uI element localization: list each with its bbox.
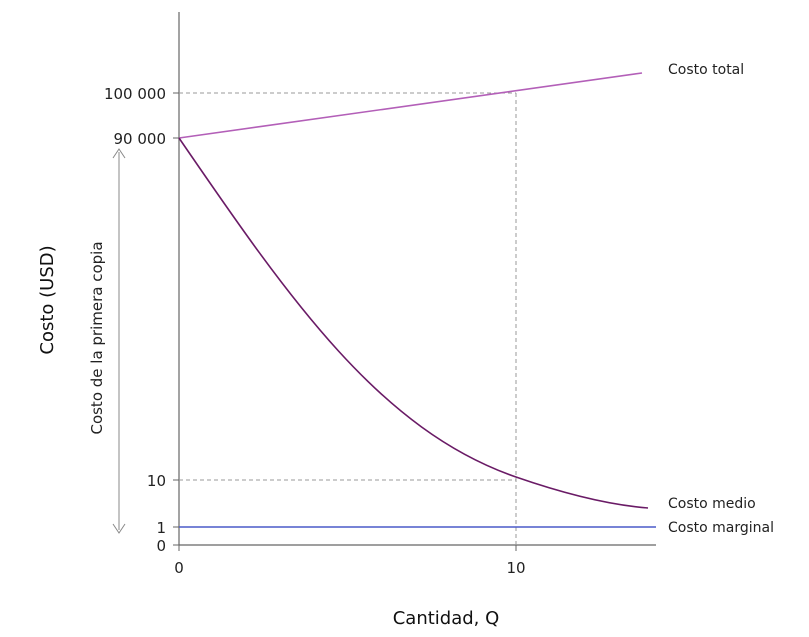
series-line-costo-medio bbox=[178, 137, 649, 509]
y-tick-label-100000: 100 000 bbox=[104, 85, 166, 103]
y-tick-label-0: 0 bbox=[156, 537, 166, 555]
y-tick-label-1: 1 bbox=[156, 519, 166, 537]
series-label-costo-medio: Costo medio bbox=[668, 496, 756, 512]
y-tick-label-10: 10 bbox=[147, 472, 166, 490]
annotation-arrow-head-up bbox=[112, 148, 126, 159]
annotation-arrow-head-down bbox=[112, 523, 126, 534]
x-axis-title: Cantidad, Q bbox=[393, 608, 500, 629]
series-line-costo-total bbox=[178, 72, 643, 139]
x-tick-label-0: 0 bbox=[174, 559, 184, 577]
series-label-costo-marginal: Costo marginal bbox=[668, 520, 774, 536]
y-tick-label-90000: 90 000 bbox=[114, 130, 167, 148]
series-label-costo-total: Costo total bbox=[668, 62, 744, 78]
x-tick-label-10: 10 bbox=[506, 559, 525, 577]
annotation-text: Costo de la primera copia bbox=[88, 241, 106, 434]
y-axis-title: Costo (USD) bbox=[37, 245, 58, 354]
